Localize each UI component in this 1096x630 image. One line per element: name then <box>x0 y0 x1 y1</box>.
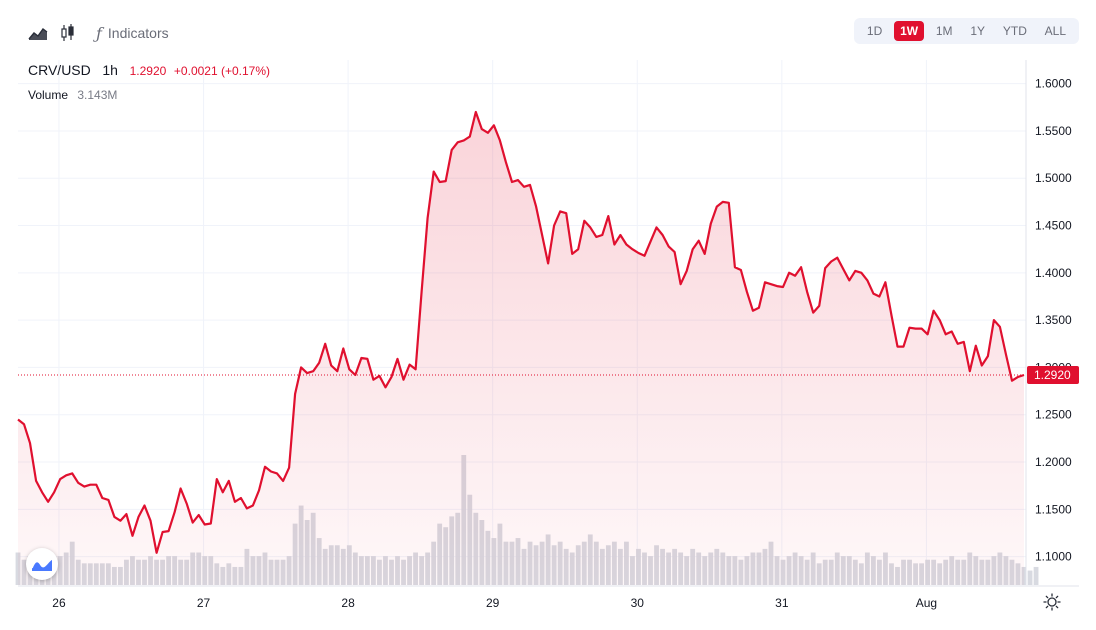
interval-label: 1h <box>102 62 118 78</box>
symbol-name: CRV/USD <box>28 62 91 78</box>
range-1d-button[interactable]: 1D <box>866 24 883 38</box>
range-all-button[interactable]: ALL <box>1044 24 1067 38</box>
volume-bar <box>1027 570 1033 585</box>
last-price-badge: 1.2920 <box>1027 366 1079 384</box>
symbol-legend: CRV/USD 1h 1.2920 +0.0021 (+0.17%) <box>28 62 270 78</box>
y-tick-label: 1.5000 <box>1035 171 1072 185</box>
volume-value: 3.143M <box>77 88 118 102</box>
price-line <box>17 110 1025 554</box>
x-tick-label: 27 <box>197 596 211 610</box>
y-tick-label: 1.2000 <box>1035 455 1072 469</box>
y-tick-label: 1.3500 <box>1035 313 1072 327</box>
indicators-button[interactable]: ƒ Indicators <box>96 22 169 44</box>
range-ytd-button[interactable]: YTD <box>1002 24 1027 38</box>
range-1w-button[interactable]: 1W <box>894 21 925 41</box>
x-tick-label: 30 <box>631 596 645 610</box>
settings-sun-icon[interactable] <box>1043 593 1061 611</box>
y-tick-label: 1.5500 <box>1035 124 1072 138</box>
price-area-fill <box>18 112 1024 585</box>
price-axis[interactable]: 1.10001.15001.20001.25001.30001.35001.40… <box>1035 77 1072 564</box>
y-tick-label: 1.6000 <box>1035 77 1072 91</box>
volume-legend: Volume 3.143M <box>28 88 117 102</box>
price-change-value: +0.0021 (+0.17%) <box>173 64 270 78</box>
x-tick-label: 28 <box>341 596 355 610</box>
candlestick-icon[interactable] <box>60 22 76 44</box>
volume-bar <box>1033 566 1039 585</box>
tradingview-logo-icon[interactable] <box>26 548 58 580</box>
last-price-value: 1.2920 <box>129 64 167 78</box>
indicators-label: Indicators <box>107 25 169 41</box>
fx-icon: ƒ <box>96 23 102 43</box>
range-1y-button[interactable]: 1Y <box>970 24 986 38</box>
y-tick-label: 1.1500 <box>1035 502 1072 516</box>
last-price-label: 1.2920 <box>1034 368 1071 382</box>
x-tick-label: 31 <box>775 596 789 610</box>
range-selector: 1D 1W 1M 1Y YTD ALL <box>854 18 1079 44</box>
x-tick-label: Aug <box>916 596 937 610</box>
time-axis[interactable]: 26 27 28 29 30 31 Aug <box>52 596 937 610</box>
y-tick-label: 1.2500 <box>1035 408 1072 422</box>
y-tick-label: 1.4500 <box>1035 219 1072 233</box>
volume-label: Volume <box>28 88 69 102</box>
range-1m-button[interactable]: 1M <box>935 24 953 38</box>
y-tick-label: 1.4000 <box>1035 266 1072 280</box>
top-toolbar: ƒ Indicators 1D 1W 1M 1Y YTD ALL <box>0 0 1096 60</box>
x-tick-label: 29 <box>486 596 500 610</box>
area-chart-icon[interactable] <box>28 22 48 44</box>
x-tick-label: 26 <box>52 596 66 610</box>
y-tick-label: 1.1000 <box>1035 550 1072 564</box>
